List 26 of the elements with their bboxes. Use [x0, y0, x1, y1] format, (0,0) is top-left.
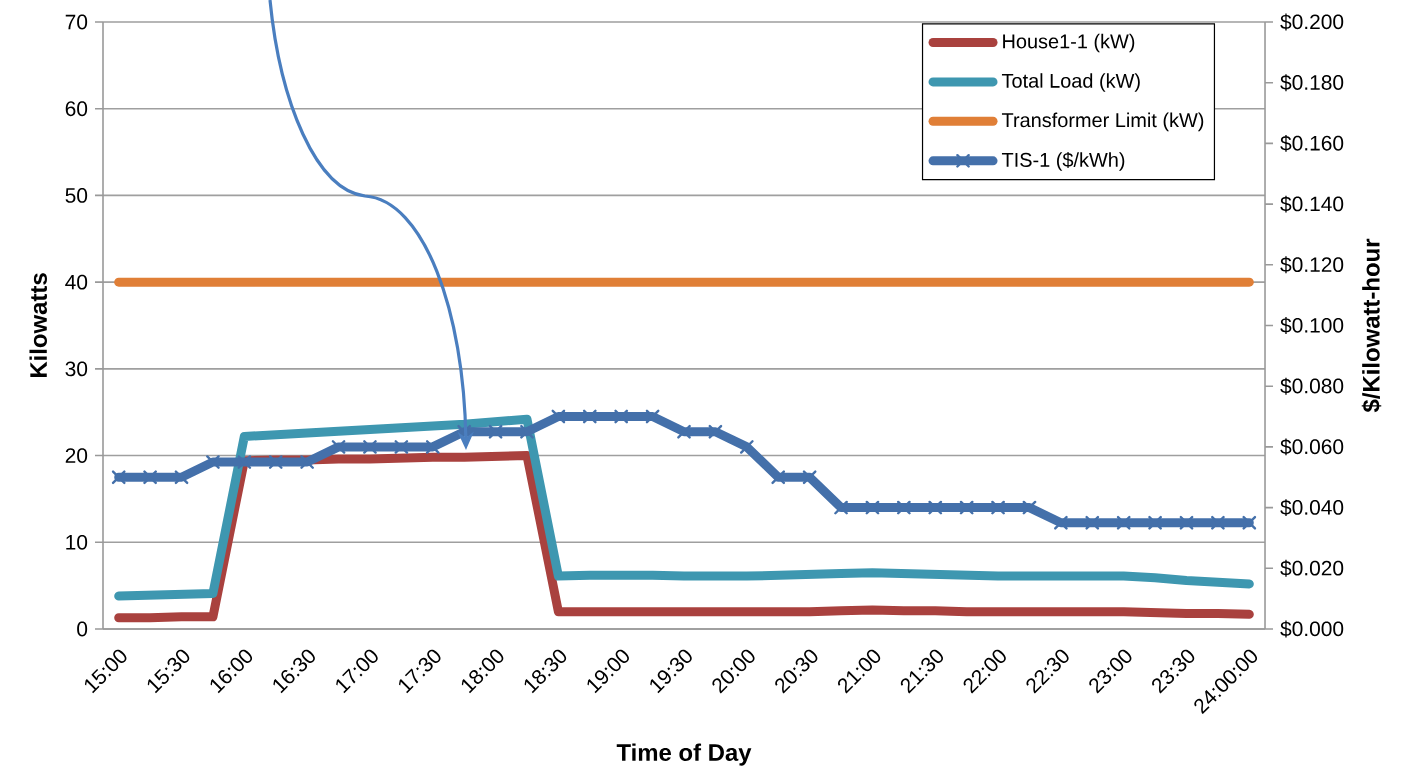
y-tick-label: 40 [65, 274, 88, 290]
y-tick-label: 20 [65, 448, 88, 463]
legend-label: House1-1 (kW) [1003, 33, 1135, 53]
y-tick-label: 0 [77, 621, 88, 637]
y-tick-label: 70 [65, 14, 88, 30]
y2-tick-label: $0.080 [1280, 377, 1344, 395]
y-tick-label: 10 [66, 534, 88, 550]
y2-axis-title: $/Kilowatt-hour [1361, 238, 1382, 413]
y2-tick-label: $0.140 [1280, 195, 1344, 213]
legend-label: TIS-1 ($/kWh) [1001, 151, 1125, 171]
y2-tick-label: $0.100 [1280, 317, 1344, 334]
x-axis-title: Time of Day [616, 743, 752, 766]
y-tick-label: 50 [65, 188, 88, 203]
y2-tick-label: $0.060 [1280, 438, 1344, 456]
y2-tick-label: $0.160 [1280, 134, 1344, 152]
y2-tick-label: $0.180 [1280, 74, 1344, 92]
legend-label: Total Load (kW) [1001, 73, 1140, 92]
y-axis-title: Kilowatts [29, 273, 47, 378]
y2-tick-label: $0.040 [1280, 499, 1344, 517]
y2-tick-label: $0.200 [1280, 13, 1344, 31]
legend-label: Transformer Limit (kW) [1001, 112, 1204, 132]
y-tick-label: 30 [65, 361, 88, 377]
y-tick-label: 60 [65, 101, 88, 117]
y2-tick-label: $0.120 [1280, 256, 1344, 274]
y2-tick-label: $0.000 [1280, 620, 1344, 638]
y2-tick-label: $0.020 [1280, 559, 1344, 577]
